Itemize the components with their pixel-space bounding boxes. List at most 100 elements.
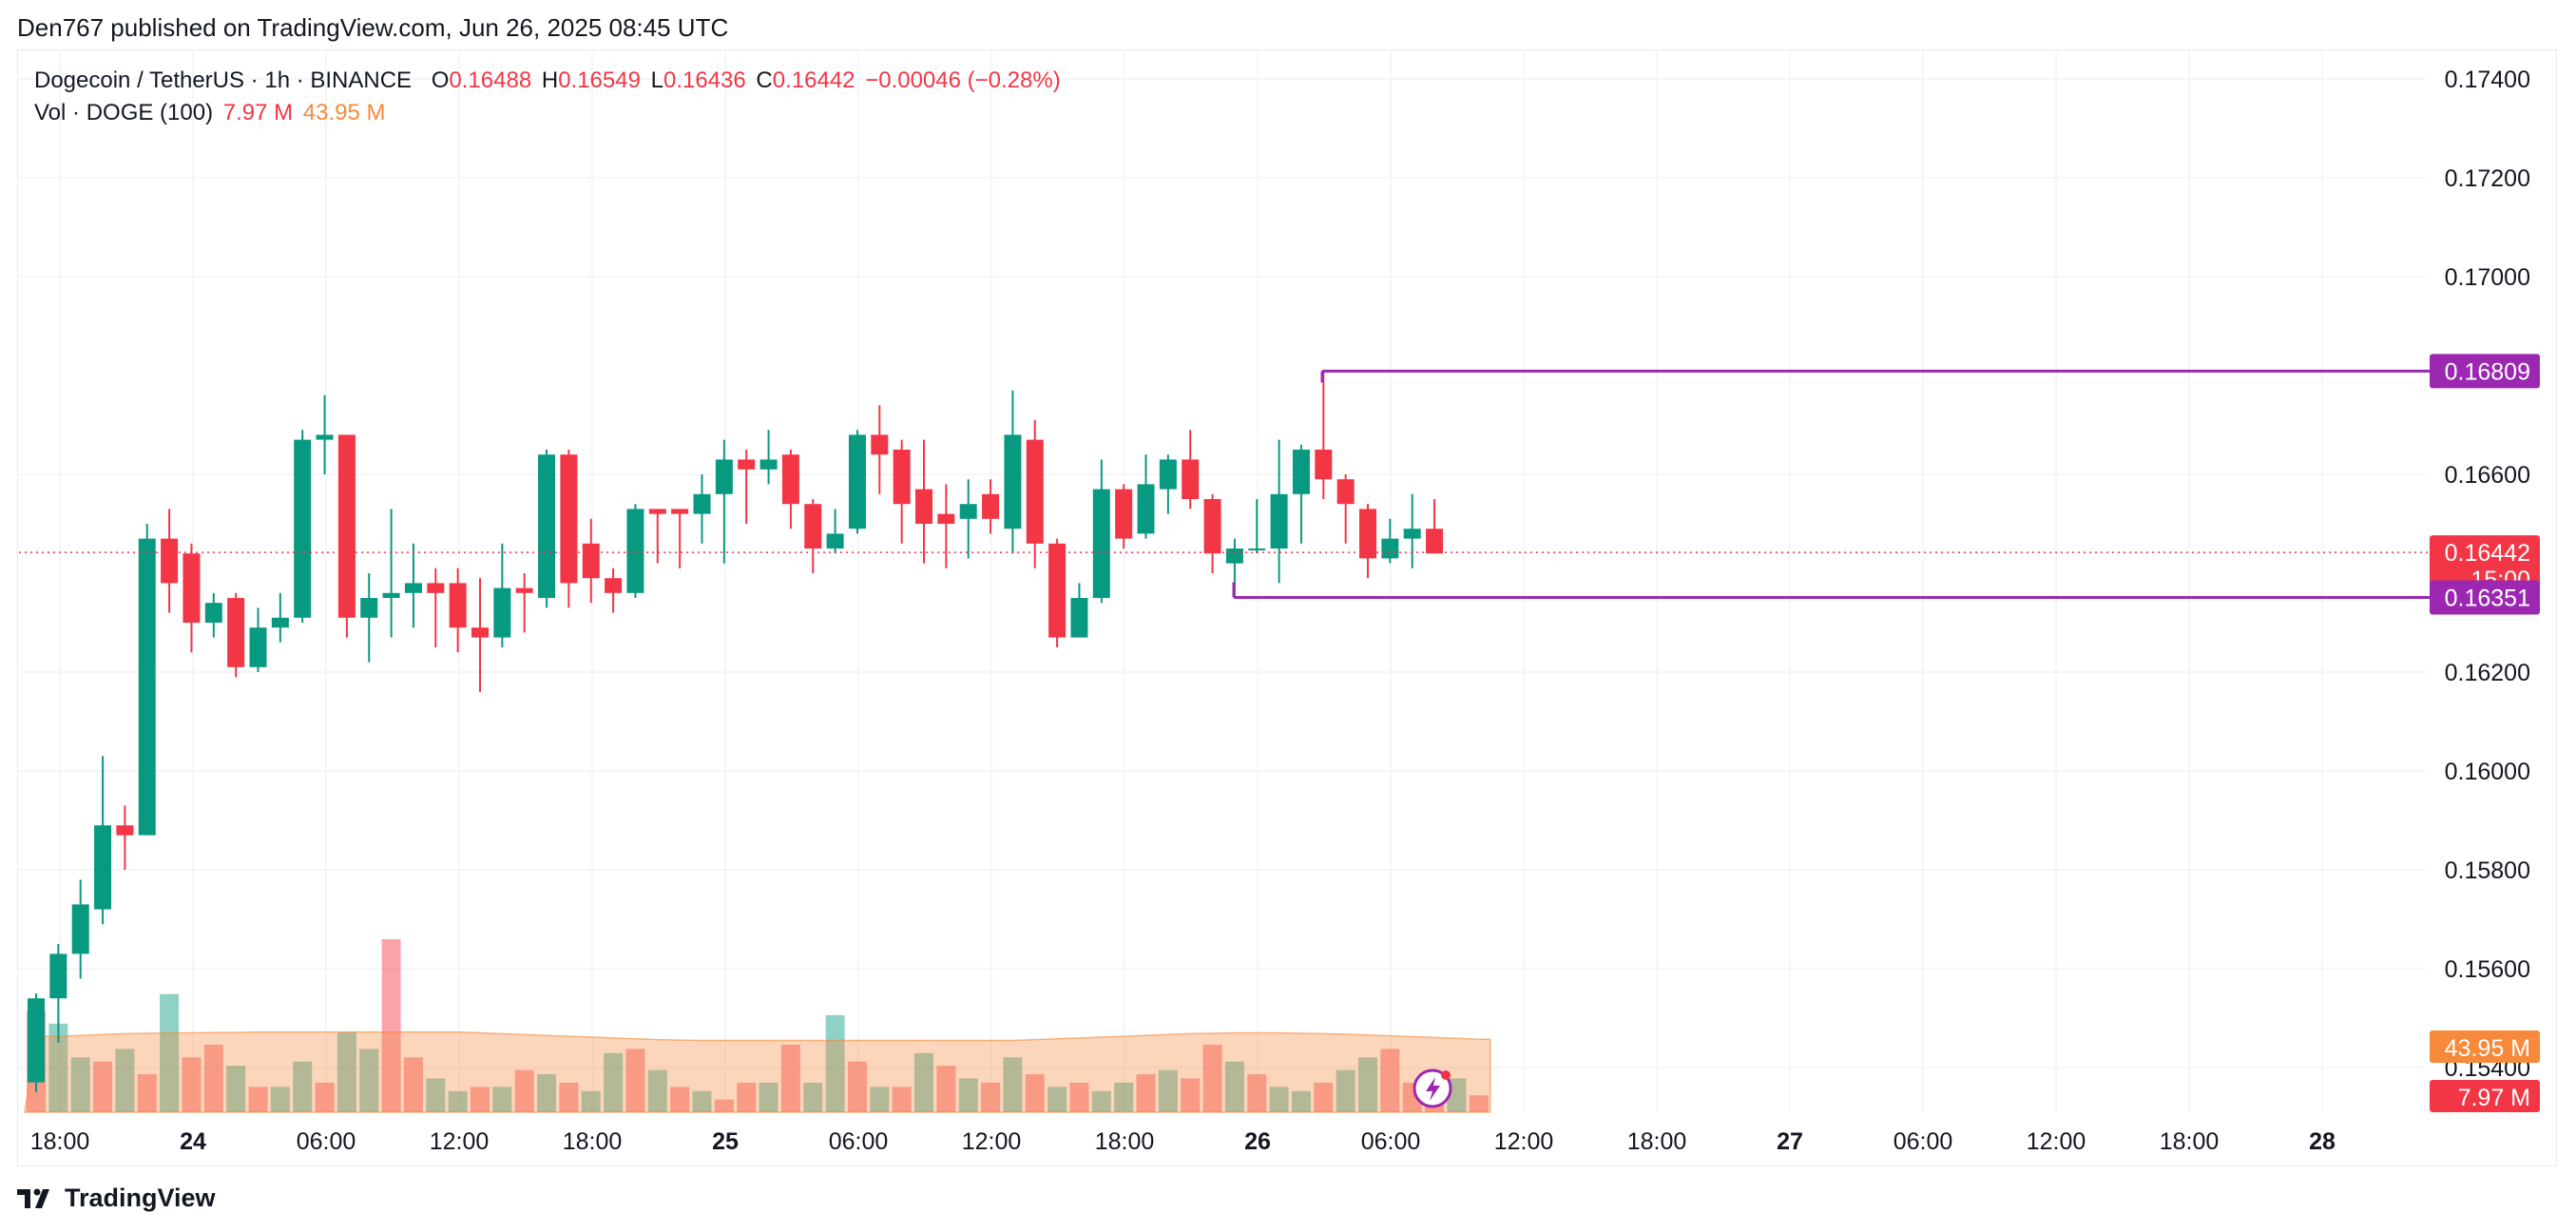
candle-body: [937, 513, 955, 524]
candle-body: [161, 538, 179, 584]
candle-body: [1203, 499, 1221, 554]
x-tick-label: 18:00: [1095, 1128, 1155, 1155]
candle-body: [28, 998, 45, 1083]
candle-body: [382, 592, 400, 598]
candle-body: [449, 583, 467, 628]
axes: 0.17400 0.17200 0.17000 0.16600 0.16200 0.160…: [30, 67, 2540, 1155]
x-tick-label: 27: [1777, 1128, 1803, 1155]
symbol-name: Dogecoin / TetherUS · 1h · BINANCE: [34, 67, 413, 93]
volume-ma: [24, 1030, 1491, 1113]
y-tick-label: 0.17000: [2445, 264, 2530, 291]
volume-bar: [359, 1049, 379, 1112]
volume-last-label: 7.97 M: [2430, 1080, 2540, 1112]
volume-ma-label-text: 43.95 M: [2445, 1035, 2530, 1062]
candle-body: [294, 439, 312, 618]
candle-body: [94, 825, 112, 910]
candle-body: [1048, 543, 1067, 638]
candle-body: [1225, 549, 1243, 564]
candle-body: [693, 493, 711, 514]
open-value: 0.16488: [449, 67, 532, 93]
volume-bar: [293, 1061, 313, 1112]
volume-bar: [1025, 1074, 1045, 1112]
symbol-legend[interactable]: Dogecoin / TetherUS · 1h · BINANCE O0.16…: [34, 67, 1065, 94]
volume-bar: [1069, 1082, 1089, 1112]
volume-bar: [714, 1099, 734, 1112]
volume-ma-area: [24, 1030, 1491, 1113]
volume-bar: [471, 1087, 490, 1112]
volume-bar: [403, 1057, 423, 1112]
volume-bar: [737, 1082, 757, 1112]
candle-body: [1115, 489, 1133, 539]
candle-body: [1336, 479, 1355, 505]
candle-body: [626, 509, 644, 593]
candle-body: [337, 434, 356, 618]
lightning-icon[interactable]: [1413, 1068, 1452, 1108]
volume-bar: [1091, 1090, 1111, 1112]
tradingview-footer[interactable]: TradingView: [17, 1184, 216, 1213]
support-label-bg: [2430, 580, 2540, 615]
candle-body: [671, 509, 689, 514]
volume-bar: [381, 938, 401, 1112]
candle-body: [316, 434, 334, 440]
low-label: L: [650, 67, 663, 93]
x-tick-label: 06:00: [1361, 1128, 1421, 1155]
candle-body: [648, 509, 666, 514]
candle-body: [116, 825, 134, 836]
candle-body: [1092, 489, 1110, 598]
published-header: Den767 published on TradingView.com, Jun…: [17, 13, 729, 42]
candle-body: [1403, 529, 1421, 539]
candle-body: [1381, 538, 1399, 559]
volume-bar: [1048, 1087, 1067, 1112]
candle-body: [360, 598, 378, 618]
volume-value: 7.97 M: [222, 100, 294, 125]
x-tick-label: 12:00: [1494, 1128, 1554, 1155]
candle-body: [982, 493, 1000, 519]
high-label: H: [541, 67, 559, 93]
open-label: O: [431, 67, 450, 93]
candle-body: [1070, 598, 1088, 638]
volume-bar: [958, 1078, 978, 1112]
volume-bar: [115, 1049, 135, 1112]
volume-bar: [581, 1090, 601, 1112]
close-value: 0.16442: [772, 67, 855, 93]
candle-body: [138, 538, 156, 836]
volume-bar: [847, 1061, 867, 1112]
volume-bar: [1314, 1082, 1334, 1112]
candle-body: [49, 953, 67, 999]
candle-body: [427, 583, 445, 593]
x-tick-label: 18:00: [563, 1128, 623, 1155]
volume-legend[interactable]: Vol · DOGE (100) 7.97 M 43.95 M: [34, 100, 390, 126]
volume-bar: [514, 1069, 534, 1112]
y-tick-label: 0.16600: [2445, 462, 2530, 489]
volume-ma-label: 43.95 M: [2430, 1030, 2540, 1063]
resistance-label-bg: [2430, 354, 2540, 389]
x-tick-label: 12:00: [430, 1128, 490, 1155]
x-tick-label: 28: [2309, 1128, 2336, 1155]
volume-bar: [426, 1078, 446, 1112]
candle-body: [515, 587, 533, 593]
x-tick-label: 12:00: [2027, 1128, 2086, 1155]
candle-body: [826, 533, 844, 549]
volume-bar: [1181, 1078, 1201, 1112]
candles: [28, 370, 1444, 1092]
volume-bar: [803, 1082, 823, 1112]
candle-body: [404, 583, 422, 593]
volume-bar: [270, 1087, 290, 1112]
volume-bar: [537, 1074, 557, 1112]
candle-body: [804, 504, 822, 549]
volume-bar: [1136, 1074, 1156, 1112]
candle-body: [781, 454, 799, 505]
horizontal-levels: [19, 369, 2430, 599]
volume-bar: [160, 993, 180, 1112]
lightning-icon-bolt: [1426, 1077, 1440, 1101]
volume-bar: [1380, 1049, 1400, 1112]
candle-body: [605, 578, 623, 593]
x-tick-label: 18:00: [2160, 1128, 2220, 1155]
candle-body: [1359, 509, 1376, 559]
change-value: −0.00046 (−0.28%): [865, 67, 1061, 93]
candle-body: [759, 459, 778, 470]
candle-body: [1004, 434, 1022, 529]
y-tick-label: 0.17400: [2445, 67, 2530, 93]
candle-body: [71, 904, 89, 954]
